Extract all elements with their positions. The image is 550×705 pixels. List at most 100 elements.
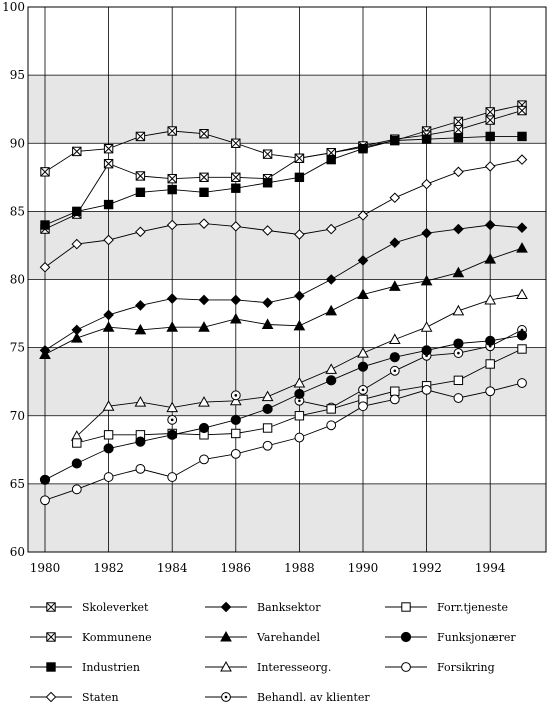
data-point-funksjonærer	[262, 403, 273, 415]
data-point-varehandel	[484, 253, 497, 264]
data-point-funksjonærer	[294, 388, 305, 400]
data-point-funksjonærer	[103, 443, 114, 454]
legend-label: Behandl. av klienter	[257, 691, 370, 704]
data-point-varehandel	[388, 280, 401, 291]
data-point-staten	[294, 229, 305, 240]
data-point-forsikring	[294, 432, 305, 443]
data-point-banksektor	[325, 274, 337, 285]
x-tick-label: 1980	[30, 561, 61, 575]
data-point-behandl-av-klienter	[389, 365, 400, 376]
data-point-varehandel	[229, 312, 242, 324]
data-point-industrien	[262, 178, 273, 188]
series-line-staten	[44, 159, 523, 268]
data-point-interesseorg	[102, 400, 115, 411]
data-point-industrien	[326, 154, 336, 165]
legend-item-industrien: Industrien	[30, 661, 140, 674]
data-point-varehandel	[166, 321, 179, 332]
legend-label: Forr.tjeneste	[437, 601, 508, 614]
grid-band	[28, 483, 546, 552]
series-lines	[44, 104, 523, 501]
data-point-forsikring	[389, 394, 400, 405]
data-point-varehandel	[420, 274, 433, 286]
data-point-interesseorg	[261, 390, 274, 402]
y-tick-label: 70	[10, 409, 25, 423]
grid-band	[28, 75, 546, 144]
data-point-funksjonærer	[230, 414, 241, 425]
data-point-forsikring	[485, 386, 496, 397]
data-point-industrien	[231, 183, 241, 193]
data-point-interesseorg	[388, 333, 401, 344]
data-point-skoleverket	[167, 126, 177, 136]
data-point-kommunene	[135, 171, 146, 181]
x-tick-label: 1988	[284, 561, 315, 575]
legend-label: Staten	[82, 691, 119, 704]
legend-marker	[400, 631, 412, 643]
data-point-behandl-av-klienter	[358, 384, 368, 395]
series-line-kommunene	[44, 110, 523, 230]
legend-item-skoleverket: Skoleverket	[30, 601, 149, 614]
legend-item-banksektor: Banksektor	[205, 601, 321, 614]
data-point-industrien	[167, 184, 177, 195]
legend: Skoleverket Banksektor Forr.tjeneste Kommun…	[30, 601, 516, 704]
data-point-forr-tjeneste	[390, 386, 400, 396]
y-axis: 60 65 70 75 80 85 90 95 100	[2, 0, 25, 559]
legend-label: Interesseorg.	[257, 661, 331, 674]
data-point-banksektor	[389, 237, 401, 249]
data-point-kommunene	[485, 115, 495, 125]
data-point-forr-tjeneste	[103, 430, 114, 440]
data-point-kommunene	[453, 124, 464, 135]
data-point-staten	[230, 221, 242, 232]
data-point-funksjonærer	[71, 458, 82, 469]
series-line-banksektor	[44, 224, 523, 351]
y-tick-label: 95	[10, 68, 25, 82]
data-point-forsikring	[517, 378, 527, 388]
data-point-skoleverket	[103, 144, 114, 154]
grid-band	[28, 211, 546, 280]
data-point-varehandel	[261, 318, 274, 329]
data-point-interesseorg	[452, 304, 465, 316]
data-point-staten	[516, 154, 528, 165]
data-point-interesseorg	[325, 363, 338, 374]
series-markers	[39, 100, 528, 506]
series-line-forsikring	[44, 382, 523, 501]
data-point-interesseorg	[198, 396, 210, 407]
data-point-banksektor	[262, 297, 273, 308]
data-point-staten	[389, 192, 401, 204]
data-point-funksjonærer	[357, 361, 369, 372]
legend-label: Forsikring	[437, 661, 495, 674]
data-point-forr-tjeneste	[326, 404, 336, 414]
data-point-staten	[325, 223, 337, 235]
data-point-interesseorg	[357, 347, 369, 358]
data-point-funksjonærer	[135, 436, 146, 447]
data-point-funksjonærer	[198, 422, 210, 434]
series-line-skoleverket	[44, 104, 523, 173]
data-point-funksjonærer	[453, 338, 464, 349]
legend-marker	[401, 602, 411, 612]
data-point-banksektor	[230, 294, 242, 306]
data-point-forsikring	[230, 449, 241, 459]
data-point-forr-tjeneste	[294, 411, 305, 421]
legend-label: Kommunene	[82, 631, 152, 644]
data-point-banksektor	[103, 309, 114, 321]
data-point-skoleverket	[199, 129, 209, 139]
data-point-forsikring	[453, 393, 464, 403]
data-point-varehandel	[452, 266, 465, 278]
data-point-interesseorg	[229, 394, 242, 406]
data-point-varehandel	[70, 332, 83, 343]
data-point-banksektor	[166, 293, 178, 304]
legend-label: Banksektor	[257, 601, 321, 614]
data-point-behandl-av-klienter	[230, 390, 241, 401]
data-point-forr-tjeneste	[262, 423, 273, 433]
series-line-industrien	[44, 135, 522, 226]
data-point-forsikring	[421, 384, 432, 395]
data-point-forsikring	[199, 454, 209, 465]
x-axis: 1980 1982 1984 1986 1988 1990 1992 1994	[30, 561, 506, 575]
data-point-industrien	[453, 133, 464, 143]
data-point-interesseorg	[420, 321, 433, 332]
y-tick-label: 100	[2, 0, 25, 14]
data-point-interesseorg	[484, 293, 497, 305]
data-point-funksjonærer	[516, 330, 528, 341]
x-tick-label: 1982	[93, 561, 124, 575]
data-point-industrien	[103, 199, 114, 210]
data-point-funksjonærer	[485, 335, 496, 346]
